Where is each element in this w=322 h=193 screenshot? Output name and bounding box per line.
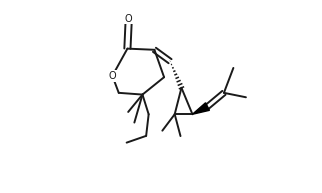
Text: O: O — [109, 71, 116, 81]
Text: O: O — [125, 14, 133, 24]
Polygon shape — [193, 103, 209, 114]
